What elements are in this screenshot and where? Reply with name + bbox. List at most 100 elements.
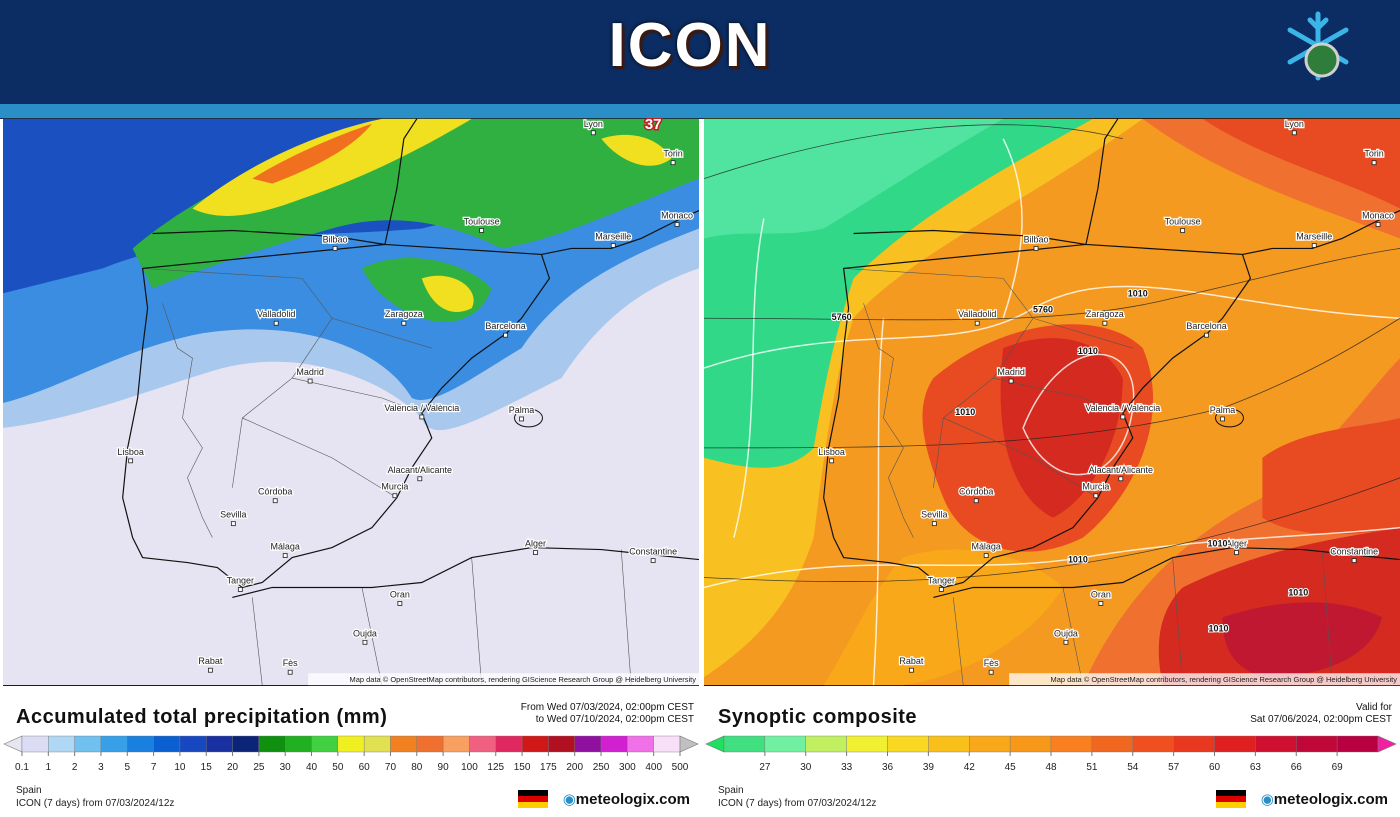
city-label: Fès xyxy=(283,658,298,668)
header: ICON xyxy=(0,0,1400,104)
city-marker xyxy=(670,160,676,166)
borders xyxy=(142,268,632,686)
city-label: Constantine xyxy=(1330,547,1378,557)
legend-time: Valid for Sat 07/06/2024, 02:00pm CEST xyxy=(1250,702,1392,726)
attribution-bg xyxy=(1009,673,1400,686)
scale-label: 10 xyxy=(174,762,186,773)
city-marker xyxy=(519,416,524,422)
city-marker xyxy=(1033,246,1039,251)
scale-label: 2 xyxy=(72,762,78,773)
header-stripe xyxy=(0,104,1400,119)
city-marker xyxy=(674,222,680,227)
city-label: Murcia xyxy=(1082,482,1109,492)
city-label: Málaga xyxy=(270,542,299,552)
city-marker xyxy=(1311,243,1317,248)
scale-swatch xyxy=(928,735,970,753)
scale-swatch xyxy=(846,735,888,753)
city-label: Córdoba xyxy=(959,487,993,497)
footer: Spain ICON (7 days) from 07/03/2024/12z xyxy=(16,784,174,810)
city-marker xyxy=(332,246,338,251)
city-marker xyxy=(1120,414,1126,420)
city-marker xyxy=(307,378,313,384)
city-marker xyxy=(1180,228,1186,233)
time-line: Valid for xyxy=(1356,702,1392,713)
scale-label: 400 xyxy=(645,762,662,773)
city-marker xyxy=(417,476,423,482)
scale-swatch xyxy=(416,735,444,753)
scale-swatch xyxy=(1050,735,1093,753)
city-marker xyxy=(650,558,656,563)
scale-label: 3 xyxy=(98,762,104,773)
isoline xyxy=(733,138,1023,686)
city-marker xyxy=(362,639,368,645)
scale-swatch xyxy=(764,735,806,753)
title: ICON xyxy=(608,11,772,80)
scale-label: 25 xyxy=(253,762,265,773)
scale-label: 36 xyxy=(882,762,894,773)
scale-swatch xyxy=(48,735,75,753)
city-label: Rabat xyxy=(198,656,222,666)
scale-swatch xyxy=(337,735,365,753)
city-label: Rabat xyxy=(899,656,923,666)
field-area xyxy=(1222,602,1383,678)
logo xyxy=(1287,11,1349,81)
scale-label: 57 xyxy=(1168,762,1180,773)
city-label: Córdoba xyxy=(258,487,292,497)
scale-label: 48 xyxy=(1045,762,1057,773)
city-label: Zaragoza xyxy=(385,309,423,319)
map-label: 1010 xyxy=(1288,587,1308,597)
map-canvas: Lyon Torin Monaco Toulouse Marseille Bilbao Va… xyxy=(3,118,699,686)
brand: ◉meteologix.com xyxy=(1260,791,1388,808)
scale-label: 30 xyxy=(280,762,292,773)
color-scale: 27 30 33 36 39 42 45 48 51 54 57 60 63 66 69 xyxy=(705,735,1397,773)
brand-name: meteologix.com xyxy=(1273,791,1388,808)
city-marker xyxy=(1008,378,1014,384)
scale-arrow xyxy=(3,735,23,753)
coastline xyxy=(823,118,1400,599)
map-label: 1010 xyxy=(955,407,975,417)
city-marker xyxy=(1234,550,1239,555)
color-scale: 0.1 1 2 3 5 7 10 15 20 25 30 40 50 60 70 80 90 100 125 150 1… xyxy=(3,735,699,773)
city-marker xyxy=(1351,558,1357,563)
field-area xyxy=(132,118,699,289)
scale-swatch xyxy=(1132,735,1174,753)
city-label: Valencia / València xyxy=(384,403,459,413)
city-label: Zaragoza xyxy=(1086,309,1124,319)
attribution-bg xyxy=(308,673,699,686)
scale-label: 175 xyxy=(540,762,557,773)
scale-swatch xyxy=(74,735,102,753)
city-marker xyxy=(974,320,980,326)
field-area xyxy=(601,134,672,166)
scale-label: 30 xyxy=(800,762,812,773)
scale-swatch xyxy=(548,735,575,753)
isoline xyxy=(1022,353,1135,476)
city-marker xyxy=(533,550,538,555)
field-area xyxy=(421,275,474,313)
city-marker xyxy=(1220,416,1225,422)
city-label: Monaco xyxy=(1362,211,1394,221)
city-label: Toulouse xyxy=(464,217,500,227)
synoptic-map: Lyon Torin Monaco Toulouse Marseille Bilbao Va… xyxy=(704,118,1400,686)
time-line: Sat 07/06/2024, 02:00pm CEST xyxy=(1250,714,1392,725)
city-label: Lisboa xyxy=(117,447,143,457)
city-label: Oran xyxy=(1091,589,1111,599)
scale-label: 300 xyxy=(619,762,636,773)
city-label: Bilbao xyxy=(1024,234,1049,244)
scale-swatch xyxy=(390,735,418,753)
island xyxy=(514,408,543,428)
map-label: 5760 xyxy=(832,312,852,322)
city-marker xyxy=(419,414,425,420)
field-area xyxy=(192,118,472,216)
city-marker xyxy=(128,458,134,464)
scale-label: 60 xyxy=(1209,762,1221,773)
scale-label: 70 xyxy=(385,762,397,773)
legend-time: From Wed 07/03/2024, 02:00pm CEST to Wed… xyxy=(521,702,694,726)
city-label: Alger xyxy=(1226,539,1247,549)
attribution: Map data © OpenStreetMap contributors, r… xyxy=(350,675,697,684)
city-label: Torin xyxy=(1364,149,1383,159)
city-label: Valladolid xyxy=(257,309,295,319)
isoline xyxy=(704,124,1400,582)
scale-label: 80 xyxy=(411,762,423,773)
scale-arrow xyxy=(705,735,725,753)
